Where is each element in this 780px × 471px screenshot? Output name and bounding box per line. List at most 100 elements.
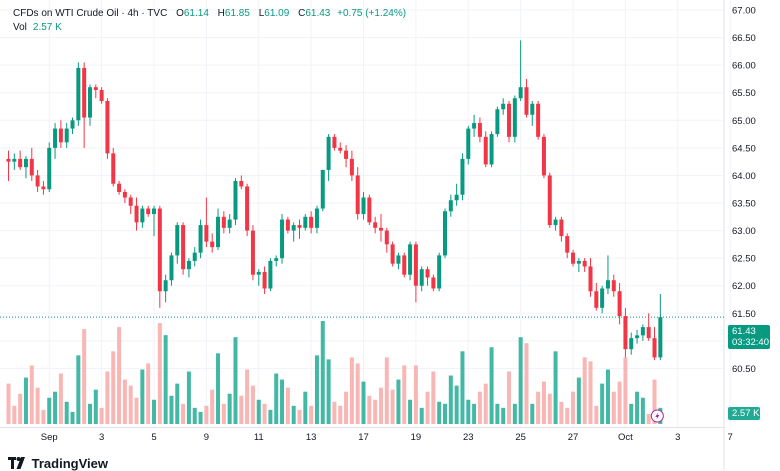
volume-bar bbox=[309, 405, 314, 424]
candle-body bbox=[652, 338, 657, 358]
candle bbox=[128, 194, 133, 215]
volume-bar bbox=[629, 403, 634, 424]
candle-body bbox=[373, 222, 378, 228]
candle bbox=[105, 98, 110, 159]
candle bbox=[87, 84, 92, 126]
candle bbox=[448, 194, 453, 217]
volume-bar bbox=[18, 393, 23, 424]
candle bbox=[605, 255, 610, 295]
candle-body bbox=[611, 280, 616, 292]
candle bbox=[239, 175, 244, 190]
volume-bar bbox=[559, 401, 564, 424]
candle bbox=[367, 194, 372, 226]
volume-bar bbox=[47, 397, 52, 424]
candle bbox=[390, 241, 395, 267]
tradingview-logo-icon bbox=[8, 457, 25, 469]
candle-body bbox=[6, 158, 11, 162]
tradingview-logo[interactable]: TradingView bbox=[8, 456, 108, 471]
candle-body bbox=[140, 208, 145, 223]
candle bbox=[314, 205, 319, 234]
price-tick-label: 65.50 bbox=[732, 88, 756, 99]
candle-body bbox=[425, 269, 430, 278]
volume-bar bbox=[198, 411, 203, 424]
candle bbox=[41, 180, 46, 195]
candle-body bbox=[349, 158, 354, 176]
volume-bar bbox=[291, 405, 296, 424]
candle bbox=[396, 252, 401, 270]
volume-bar bbox=[501, 407, 506, 424]
volume-bar bbox=[256, 399, 261, 424]
candle bbox=[466, 125, 471, 165]
last-price-tag: 61.43 03:32:40 bbox=[728, 325, 770, 349]
volume-bar bbox=[472, 403, 477, 424]
volume-bar bbox=[76, 355, 81, 424]
volume-bar bbox=[210, 389, 215, 424]
candle bbox=[146, 205, 151, 217]
candle-body bbox=[431, 277, 436, 289]
candle bbox=[495, 106, 500, 137]
volume-bar bbox=[320, 321, 325, 424]
time-tick-label: 27 bbox=[568, 432, 579, 443]
candle-body bbox=[477, 123, 482, 137]
candle-body bbox=[629, 338, 634, 350]
price-axis[interactable]: 67.00 66.50 66.00 65.50 65.00 64.50 64.00 63.50… bbox=[732, 6, 756, 375]
candle bbox=[192, 247, 197, 267]
candle bbox=[268, 258, 273, 292]
candle-body bbox=[58, 128, 63, 143]
symbol-title[interactable]: CFDs on WTI Crude Oil · 4h · TVC bbox=[13, 8, 168, 19]
volume-bar bbox=[93, 389, 98, 424]
candle-body bbox=[582, 260, 587, 267]
candle bbox=[250, 225, 255, 281]
candle bbox=[163, 274, 168, 303]
candle bbox=[227, 214, 232, 234]
candle-body bbox=[448, 200, 453, 212]
close-value: 61.43 bbox=[305, 8, 331, 19]
time-axis[interactable]: Sep 3 5 9 11 13 17 19 23 25 27 Oct 3 7 bbox=[41, 409, 733, 443]
volume-tag: 2.57 K bbox=[728, 407, 760, 420]
candle bbox=[53, 123, 58, 159]
candle-body bbox=[262, 271, 267, 289]
candle bbox=[553, 216, 558, 231]
volume-bar bbox=[99, 407, 104, 424]
candle bbox=[82, 62, 87, 148]
candle bbox=[122, 189, 127, 204]
candle-body bbox=[198, 225, 203, 253]
price-tick-label: 66.00 bbox=[732, 61, 756, 72]
high-label: H bbox=[217, 8, 225, 19]
volume-bar bbox=[576, 377, 581, 424]
price-tick-label: 61.50 bbox=[732, 309, 756, 320]
candle bbox=[600, 285, 605, 314]
candle bbox=[175, 222, 180, 264]
candle bbox=[186, 258, 191, 278]
volume-bar bbox=[512, 403, 517, 424]
volume-bar bbox=[303, 391, 308, 424]
candle-body bbox=[413, 244, 418, 286]
candle-body bbox=[291, 225, 296, 231]
logo-text: TradingView bbox=[31, 456, 108, 471]
candle-body bbox=[466, 128, 471, 159]
candle-body bbox=[565, 236, 570, 253]
volume-bar bbox=[378, 387, 383, 424]
candle bbox=[274, 255, 279, 267]
volume-bar bbox=[140, 369, 145, 424]
volume-label[interactable]: Vol bbox=[13, 22, 27, 33]
legend: CFDs on WTI Crude Oil · 4h · TVC O61.14 … bbox=[13, 7, 406, 34]
volume-bar bbox=[611, 391, 616, 424]
volume-bar bbox=[41, 409, 46, 424]
candle-body bbox=[23, 158, 28, 168]
candle-body bbox=[274, 258, 279, 261]
time-tick-label: 23 bbox=[463, 432, 474, 443]
candle-body bbox=[408, 244, 413, 275]
price-tick-label: 64.00 bbox=[732, 171, 756, 182]
candle bbox=[221, 211, 226, 234]
candle-body bbox=[419, 269, 424, 286]
volume-bar bbox=[367, 395, 372, 424]
volume-bar bbox=[431, 371, 436, 424]
candle-body bbox=[378, 227, 383, 231]
candle-body bbox=[623, 316, 628, 350]
candle bbox=[507, 100, 512, 143]
candle-body bbox=[221, 216, 226, 228]
candle-body bbox=[285, 219, 290, 231]
candle-body bbox=[559, 219, 564, 237]
